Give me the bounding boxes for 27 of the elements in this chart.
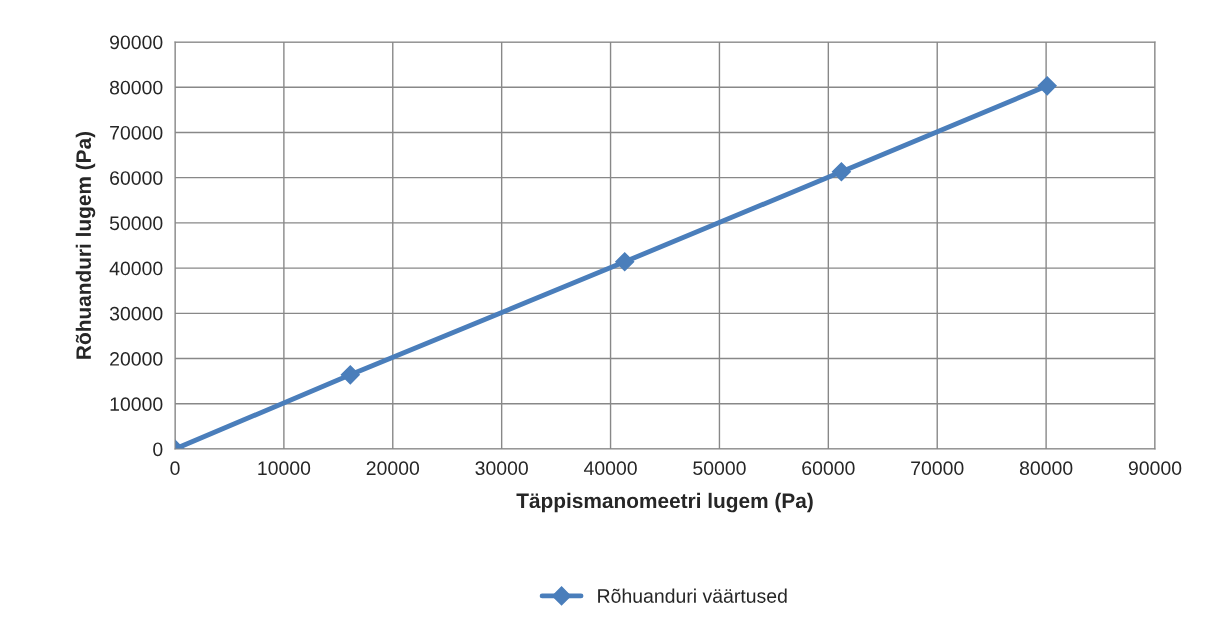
x-tick-label: 30000: [475, 461, 528, 476]
y-tick-label: 40000: [109, 261, 163, 276]
y-axis-title: Rõhuanduri lugem (Pa): [75, 131, 96, 359]
x-tick-label: 80000: [1019, 461, 1073, 476]
x-axis-title: Täppismanomeetri lugem (Pa): [516, 492, 813, 513]
x-tick-label: 40000: [583, 461, 637, 476]
y-tick-label: 50000: [109, 216, 163, 231]
x-tick-label: 60000: [802, 461, 855, 476]
y-tick-label: 10000: [110, 397, 163, 412]
y-tick-label: 30000: [109, 306, 163, 321]
x-tick-label: 10000: [258, 461, 311, 476]
y-tick-label: 60000: [110, 171, 163, 185]
x-tick-label: 0: [170, 461, 180, 476]
y-tick-label: 0: [153, 442, 163, 457]
y-tick-label: 70000: [110, 125, 163, 140]
x-tick-label: 50000: [693, 461, 746, 476]
y-tick-label: 20000: [110, 352, 163, 366]
y-tick-label: 90000: [110, 35, 163, 50]
point: [831, 162, 851, 182]
point: [615, 252, 635, 272]
x-tick-label: 20000: [366, 461, 420, 476]
point: [1037, 76, 1057, 96]
x-tick-label: 70000: [911, 461, 964, 476]
point: [340, 365, 360, 385]
x-tick-label: 90000: [1128, 461, 1182, 476]
y-tick-label: 80000: [109, 80, 163, 95]
legend-label: Rõhuanduri väärtused: [598, 588, 787, 603]
